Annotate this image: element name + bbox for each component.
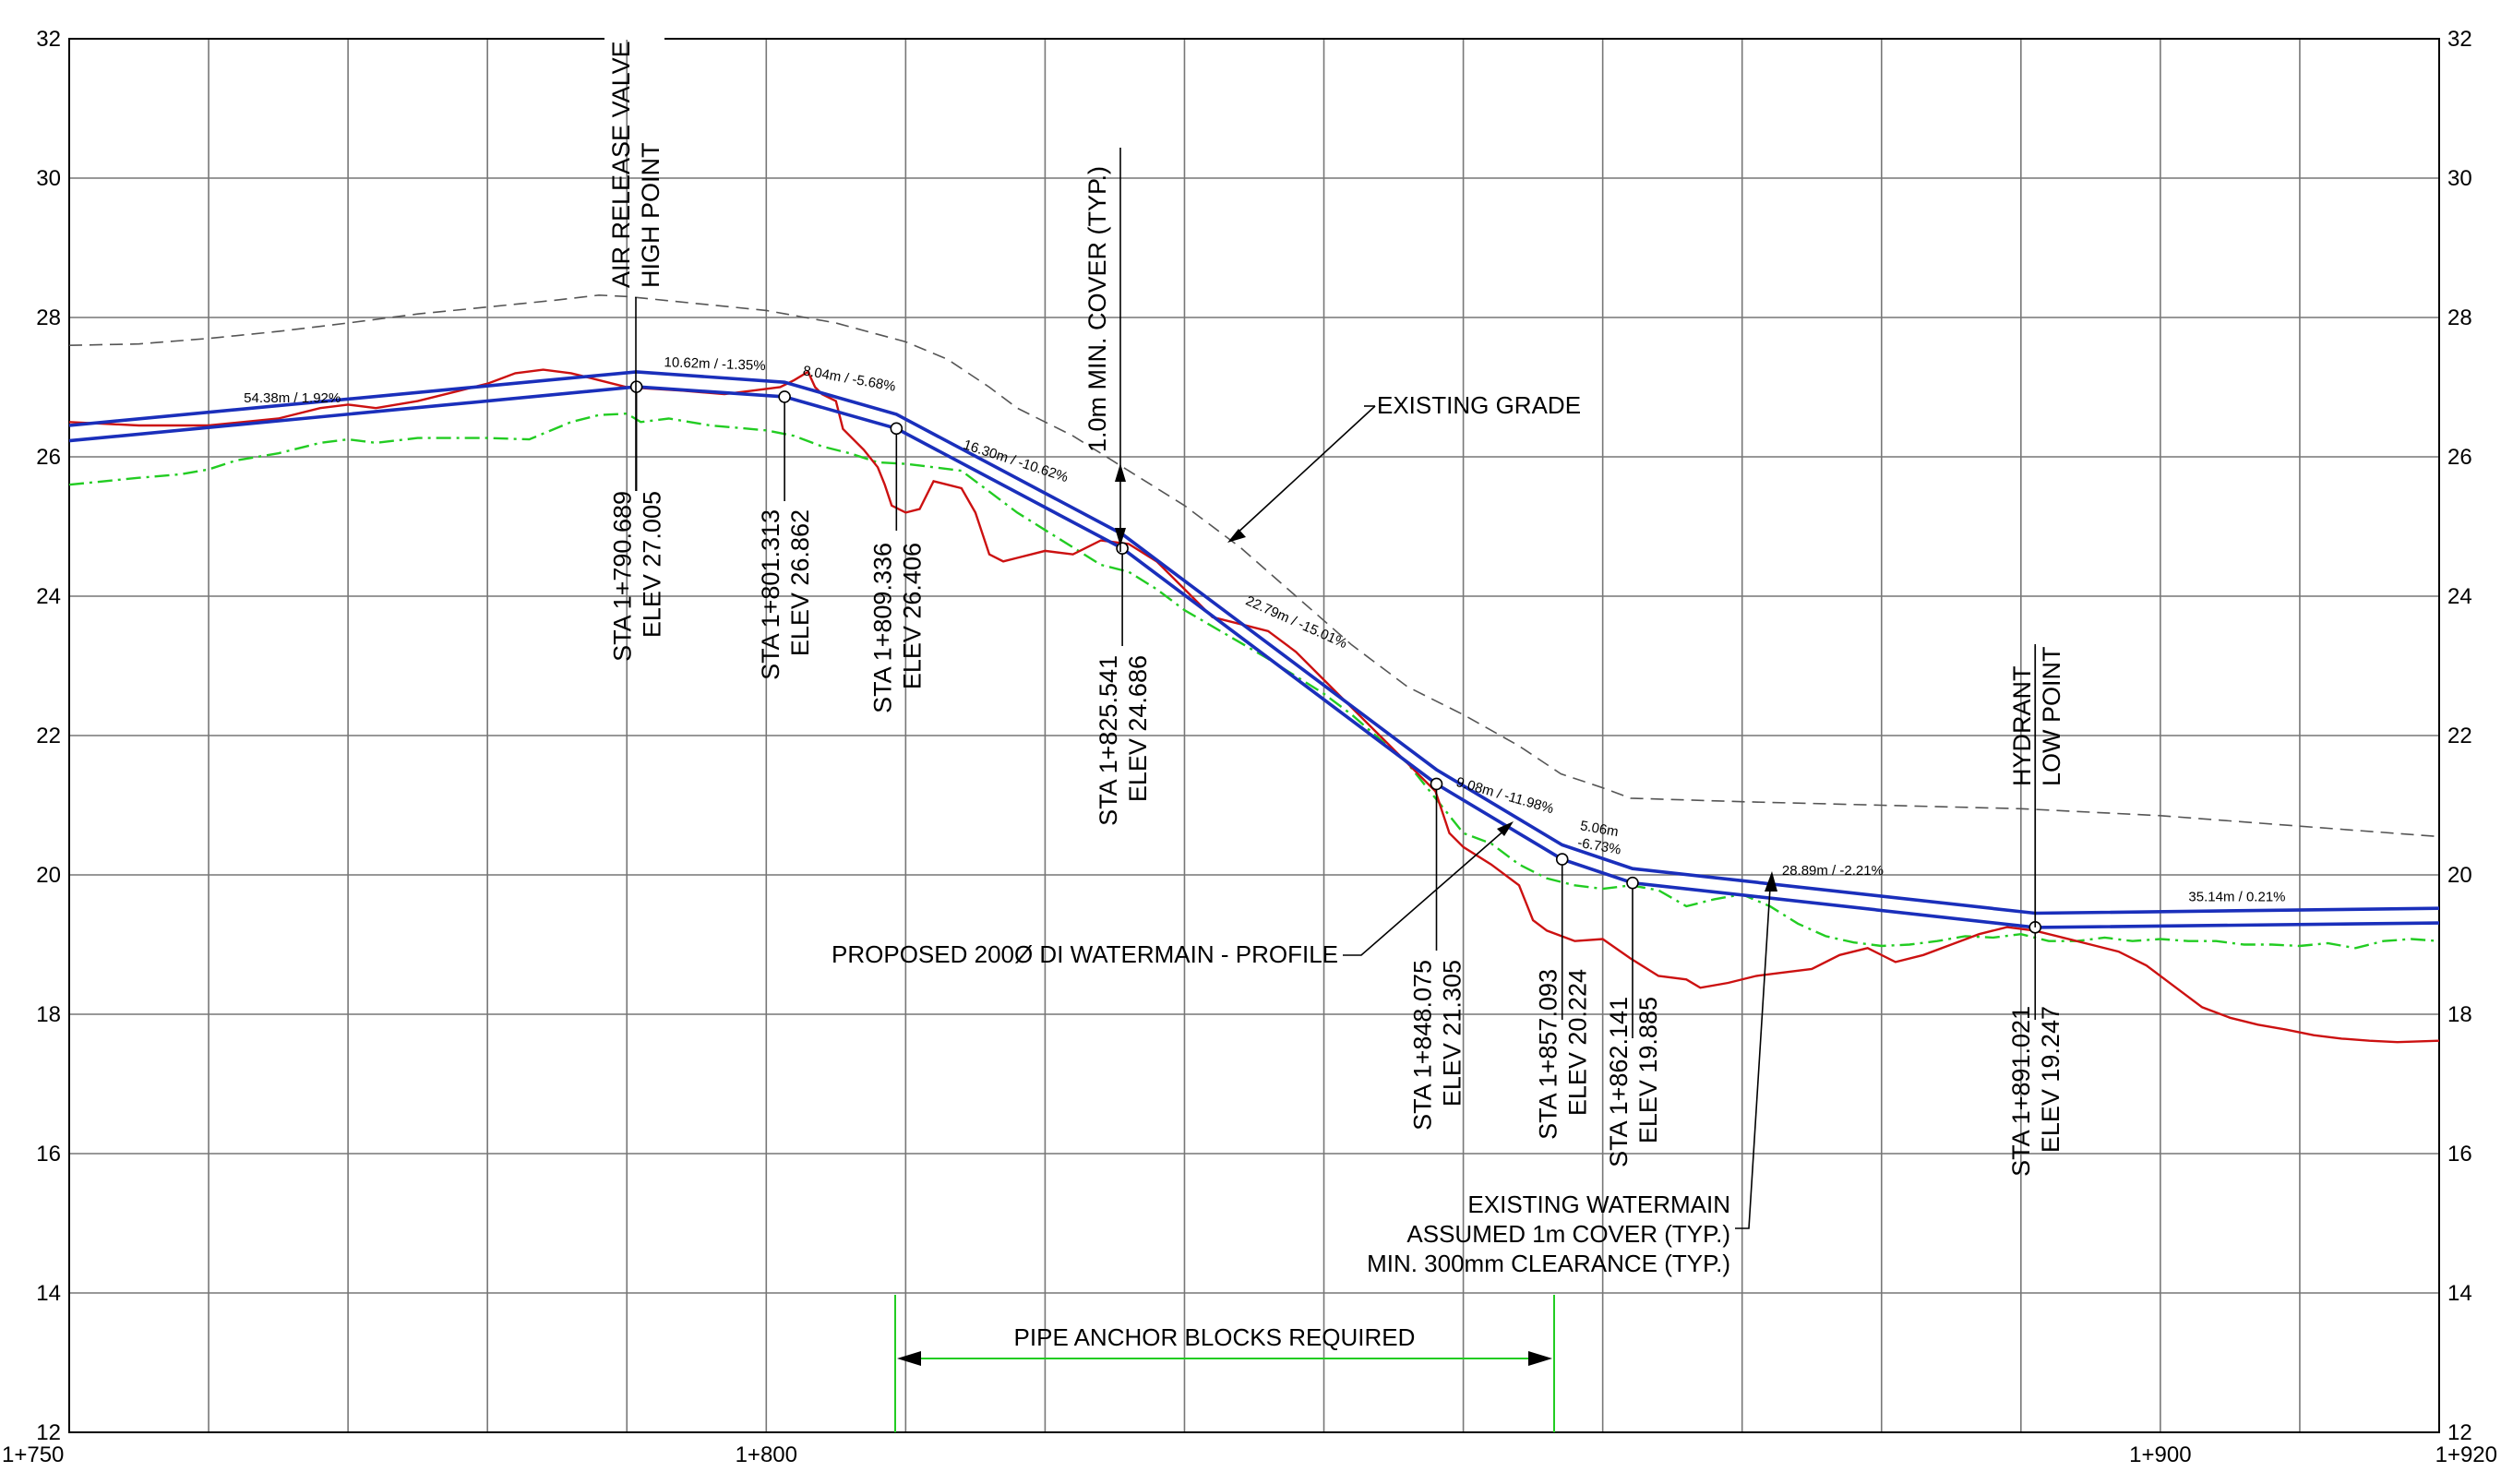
station-label: STA 1+790.689 [609,491,637,662]
existing-watermain-callout: EXISTING WATERMAIN ASSUMED 1m COVER (TYP… [1367,871,1777,1277]
station-label: STA 1+857.093 [1535,969,1562,1140]
hydrant-label-2: LOW POINT [2038,646,2065,786]
segment-length-grade-label: 54.38m / 1.92% [244,390,341,406]
station-tick: 1+920 [2435,1442,2497,1467]
min-cover-label: 1.0m MIN. COVER (TYP.) [1083,166,1111,452]
elevation-tick-right: 20 [2447,863,2472,888]
elevation-label: ELEV 19.247 [2037,1006,2064,1153]
station-node-marker [1626,876,1639,890]
station-tick: 1+750 [2,1442,64,1467]
station-label: STA 1+825.541 [1095,655,1122,826]
elevation-label: ELEV 26.406 [898,543,926,689]
existing-grade-label: EXISTING GRADE [1377,391,1581,419]
elevation-label: ELEV 27.005 [639,491,666,638]
elevation-label: ELEV 20.224 [1564,969,1592,1116]
existing-watermain-label-2: ASSUMED 1m COVER (TYP.) [1406,1220,1730,1248]
existing-watermain-label-1: EXISTING WATERMAIN [1467,1191,1730,1218]
elevation-tick-right: 16 [2447,1142,2472,1167]
min-cover-callout: 1.0m MIN. COVER (TYP.) [1083,148,1126,552]
segment-length-grade-label: 10.62m / -1.35% [664,354,766,374]
station-label: STA 1+801.313 [757,509,784,680]
proposed-watermain-label: PROPOSED 200Ø DI WATERMAIN - PROFILE [832,940,1338,968]
elevation-tick-right: 24 [2447,584,2472,609]
existing-grade-line [68,293,2440,838]
pipe-anchor-callout: PIPE ANCHOR BLOCKS REQUIRED [894,1295,1555,1432]
station-node-marker [1430,777,1443,791]
segment-length-grade-label: 5.06m [1579,818,1620,840]
station-node-marker [778,390,791,403]
elevation-tick-left: 18 [36,1002,61,1027]
proposed-watermain-callout: PROPOSED 200Ø DI WATERMAIN - PROFILE [832,821,1514,968]
elevation-tick-left: 22 [36,724,61,748]
elevation-tick-left: 20 [36,863,61,888]
elevation-label: ELEV 26.862 [786,509,814,656]
elevation-tick-right: 14 [2447,1281,2472,1306]
station-label: STA 1+891.021 [2007,1006,2035,1177]
elevation-tick-right: 26 [2447,445,2472,470]
station-node-marker [1555,853,1569,866]
elevation-tick-left: 12 [36,1420,61,1445]
elevation-label: ELEV 21.305 [1439,960,1466,1107]
station-label: STA 1+862.141 [1605,997,1633,1167]
station-label: STA 1+809.336 [868,543,896,713]
air-release-label-2: HIGH POINT [637,142,664,288]
elevation-label: ELEV 19.885 [1634,997,1662,1143]
elevation-tick-right: 12 [2447,1420,2472,1445]
elevation-tick-left: 16 [36,1142,61,1167]
air-release-callout: AIR RELEASE VALVE HIGH POINT [604,27,664,491]
proposed-watermain-top-line [68,370,2440,916]
station-label: STA 1+848.075 [1409,960,1437,1131]
elevation-tick-left: 14 [36,1281,61,1306]
existing-watermain-line [68,412,2440,950]
elevation-tick-left: 28 [36,305,61,330]
station-tick: 1+900 [2129,1442,2191,1467]
watermain-nodes: STA 1+790.689 ELEV 27.005 STA 1+801.313 ELE… [609,380,2064,1177]
elevation-tick-right: 30 [2447,166,2472,191]
pipe-anchor-label: PIPE ANCHOR BLOCKS REQUIRED [1014,1323,1416,1351]
grid-lines [69,39,2439,1432]
elevation-tick-left: 30 [36,166,61,191]
hydrant-callout: HYDRANT LOW POINT [2008,646,2065,786]
station-axis-labels: 1+750 1+800 1+900 1+920 [2,1442,2497,1467]
elevation-tick-left: 26 [36,445,61,470]
proposed-watermain-bottom-line [68,385,2440,929]
elevation-tick-right: 22 [2447,724,2472,748]
plot-frame [68,38,2440,1433]
station-tick: 1+800 [736,1442,797,1467]
station-node-marker [1116,542,1129,556]
existing-watermain-label-3: MIN. 300mm CLEARANCE (TYP.) [1367,1250,1730,1277]
hydrant-label-1: HYDRANT [2008,665,2036,786]
existing-grade-callout: EXISTING GRADE [1227,391,1581,543]
station-node-marker [890,422,903,436]
elevation-tick-left: 32 [36,27,61,52]
elevation-tick-right: 18 [2447,1002,2472,1027]
elevation-tick-right: 32 [2447,27,2472,52]
elevation-tick-right: 28 [2447,305,2472,330]
elevation-axis-labels: 12 12 14 14 16 16 18 18 20 20 22 22 24 24 26 26 28 28 30 30… [36,27,2471,1445]
elevation-tick-left: 24 [36,584,61,609]
elevation-label: ELEV 24.686 [1124,655,1152,802]
segment-length-grade-label: 35.14m / 0.21% [2188,890,2285,905]
air-release-label-1: AIR RELEASE VALVE [607,41,635,288]
segment-length-grade-label: 28.89m / -2.21% [1782,863,1884,879]
